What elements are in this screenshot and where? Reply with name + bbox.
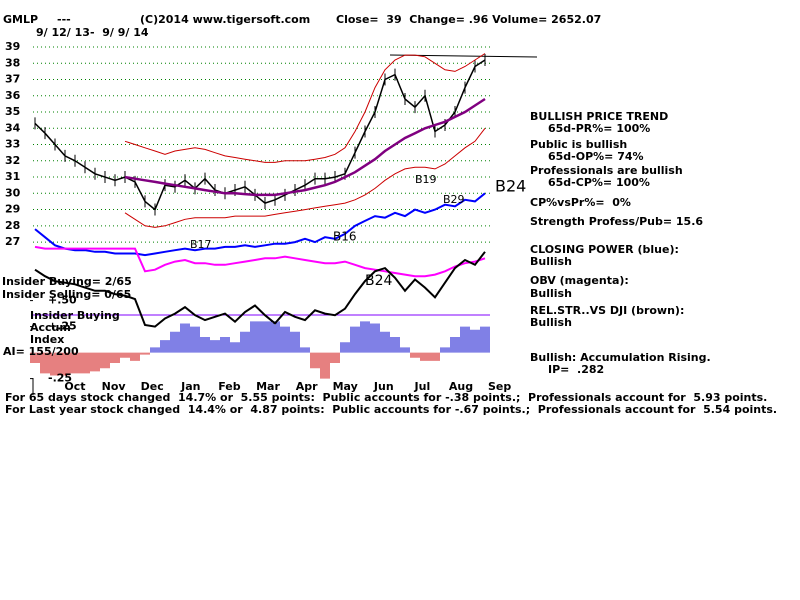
y-tick-label: 27 [5, 235, 20, 248]
accum-tick-label: -.25 [48, 372, 72, 385]
panel-text: CLOSING POWER (blue): [530, 243, 679, 256]
signal-label: B19 [415, 173, 437, 186]
footer-text: For 65 days stock changed 14.7% or 5.55 … [5, 391, 767, 404]
signal-label: B29 [443, 193, 465, 206]
y-tick-label: 29 [5, 203, 20, 216]
header-text: Close= 39 Change= .96 Volume= 2652.07 [336, 13, 601, 26]
signal-label: B24 [495, 177, 526, 196]
panel-text: 65d-PR%= 100% [548, 122, 650, 135]
left-label: Insider Buying [30, 309, 120, 322]
series-line [124, 53, 486, 163]
x-tick-label: Apr [296, 380, 318, 393]
y-tick-label: 34 [5, 121, 21, 134]
x-tick-label: Jun [373, 380, 394, 393]
x-tick-label: Mar [256, 380, 280, 393]
date-range: 9/ 12/ 13- 9/ 9/ 14 [36, 26, 149, 39]
header-text: (C)2014 www.tigersoft.com [140, 13, 310, 26]
x-tick-label: Feb [218, 380, 241, 393]
y-tick-label: 28 [5, 219, 20, 232]
panel-text: BULLISH PRICE TREND [530, 110, 668, 123]
series-line [124, 127, 486, 228]
panel-text: REL.STR..VS DJI (brown): [530, 304, 684, 317]
series-line [34, 245, 486, 278]
left-label: Index [30, 333, 64, 346]
x-tick-label: May [333, 380, 358, 393]
accum-tick-label: +.50 [48, 294, 77, 307]
panel-text: 65d-OP%= 74% [548, 150, 644, 163]
series-line [34, 251, 486, 328]
x-tick-label: Sep [488, 380, 511, 393]
y-tick-label: 32 [5, 154, 20, 167]
footer-text: For Last year stock changed 14.4% or 4.8… [5, 403, 777, 416]
panel-text: Bullish [530, 255, 572, 268]
x-tick-label: Nov [102, 380, 127, 393]
y-tick-label: 37 [5, 73, 20, 86]
panel-text: IP= .282 [548, 363, 604, 376]
y-tick-label: 35 [5, 105, 20, 118]
left-label: Insider Selling= 0/65 [2, 288, 131, 301]
panel-text: Professionals are bullish [530, 164, 683, 177]
y-tick-label: 33 [5, 138, 20, 151]
left-label: AI= 155/200 [3, 345, 79, 358]
series-line [34, 59, 486, 211]
y-tick-label: 36 [5, 89, 21, 102]
signal-label: B24 [365, 273, 393, 289]
y-tick-label: 39 [5, 40, 20, 53]
panel-text: Bullish: Accumulation Rising. [530, 351, 711, 364]
panel-text: Public is bullish [530, 138, 627, 151]
y-tick-label: 30 [5, 186, 21, 199]
x-tick-label: Dec [141, 380, 164, 393]
accum-tick-label: +.25 [48, 320, 77, 333]
series-line [124, 97, 486, 197]
x-tick-label: Aug [449, 380, 473, 393]
y-tick-label: 31 [5, 170, 20, 183]
panel-text: Bullish [530, 287, 572, 300]
y-tick-label: 38 [5, 56, 20, 69]
panel-text: Strength Profess/Pub= 15.6 [530, 215, 703, 228]
series-line [34, 192, 486, 257]
x-tick-label: Jan [180, 380, 200, 393]
panel-text: 65d-CP%= 100% [548, 176, 650, 189]
panel-text: OBV (magenta): [530, 274, 629, 287]
left-label: Accum [30, 321, 71, 334]
panel-text: Bullish [530, 316, 572, 329]
left-label: Insider Buying= 2/65 [2, 275, 132, 288]
header-text: GMLP [3, 13, 38, 26]
header-text: --- [57, 13, 71, 26]
panel-text: CP%vsPr%= 0% [530, 196, 631, 209]
signal-label: B17 [190, 238, 212, 251]
signal-label: B16 [333, 230, 357, 244]
x-tick-label: Oct [64, 380, 85, 393]
x-tick-label: Jul [414, 380, 431, 393]
